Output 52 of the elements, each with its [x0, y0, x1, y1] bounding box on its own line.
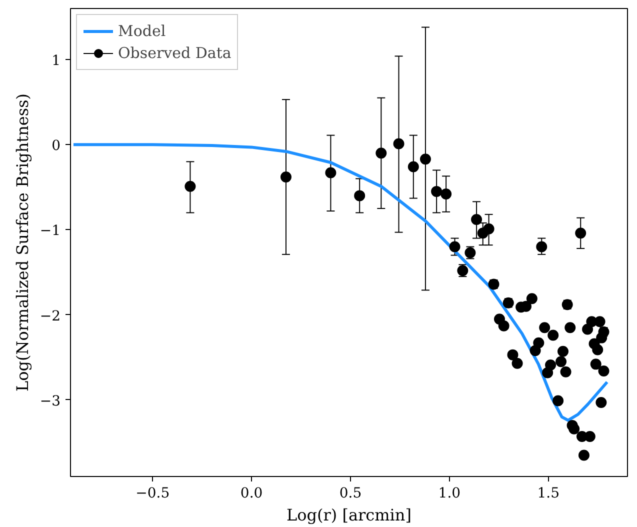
x-tick-label: 1.0 — [438, 486, 461, 502]
y-tick-label: −1 — [40, 223, 61, 240]
point — [526, 293, 538, 304]
point — [408, 161, 419, 172]
point — [376, 148, 387, 159]
point — [354, 190, 366, 202]
point — [590, 358, 602, 370]
point — [575, 228, 586, 239]
point — [542, 367, 554, 378]
y-tick-label: 0 — [52, 138, 61, 154]
point — [582, 324, 594, 335]
point — [556, 356, 567, 368]
y-tick-label: 1 — [52, 53, 61, 70]
point — [498, 320, 510, 332]
point — [449, 241, 460, 252]
point — [596, 396, 607, 408]
y-tick-label: −2 — [40, 308, 61, 324]
point — [530, 345, 541, 356]
point — [393, 138, 404, 150]
point — [420, 154, 431, 165]
point — [557, 346, 568, 357]
y-tick-label: −3 — [40, 393, 61, 410]
point — [483, 223, 494, 234]
point — [325, 167, 336, 178]
point — [280, 171, 292, 182]
y-axis-title: Log(Normalized Surface Brightness) — [12, 93, 32, 392]
x-tick-label: 0.0 — [240, 486, 263, 502]
point — [596, 332, 608, 344]
point — [507, 349, 518, 360]
point — [594, 316, 606, 328]
point — [512, 358, 523, 369]
point — [184, 180, 196, 192]
legend-label: Observed Data — [118, 44, 232, 62]
point — [552, 395, 564, 406]
point — [564, 322, 576, 334]
x-tick-label: 1.5 — [537, 486, 560, 502]
x-tick-label: 0.5 — [339, 486, 362, 502]
point — [584, 431, 596, 442]
point — [548, 330, 559, 341]
legend-label: Model — [118, 22, 166, 40]
point — [431, 186, 442, 197]
point — [536, 241, 548, 252]
point — [578, 450, 590, 461]
x-tick-label: −0.5 — [136, 486, 170, 502]
point — [539, 322, 550, 334]
x-axis-title: Log(r) [arcmin] — [286, 506, 412, 524]
point — [568, 423, 580, 434]
point — [440, 188, 452, 200]
point — [598, 365, 610, 376]
point — [592, 344, 604, 356]
point — [471, 214, 482, 226]
point — [560, 366, 572, 378]
